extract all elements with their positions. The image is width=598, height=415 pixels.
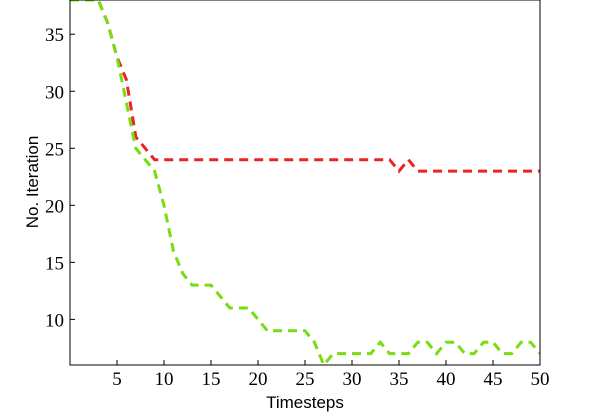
y-tick-label: 10 [45,310,64,331]
y-tick-label: 30 [45,82,64,103]
y-axis-label: No. Iteration [23,136,42,229]
x-tick-label: 35 [390,369,409,390]
data-line [70,0,540,365]
x-tick-label: 5 [112,369,122,390]
x-tick-label: 30 [343,369,362,390]
y-tick-label: 25 [45,139,64,160]
x-tick-label: 15 [202,369,221,390]
x-tick-label: 10 [155,369,174,390]
x-axis-label: Timesteps [266,393,344,412]
data-line [70,0,540,174]
y-tick-label: 15 [45,253,64,274]
x-tick-label: 40 [437,369,456,390]
plot-frame [69,0,541,366]
x-tick-label: 50 [531,369,550,390]
x-tick-label: 20 [249,369,268,390]
x-tick-label: 45 [484,369,503,390]
x-tick-label: 25 [296,369,315,390]
y-tick-label: 35 [45,25,64,46]
y-tick-label: 20 [45,196,64,217]
